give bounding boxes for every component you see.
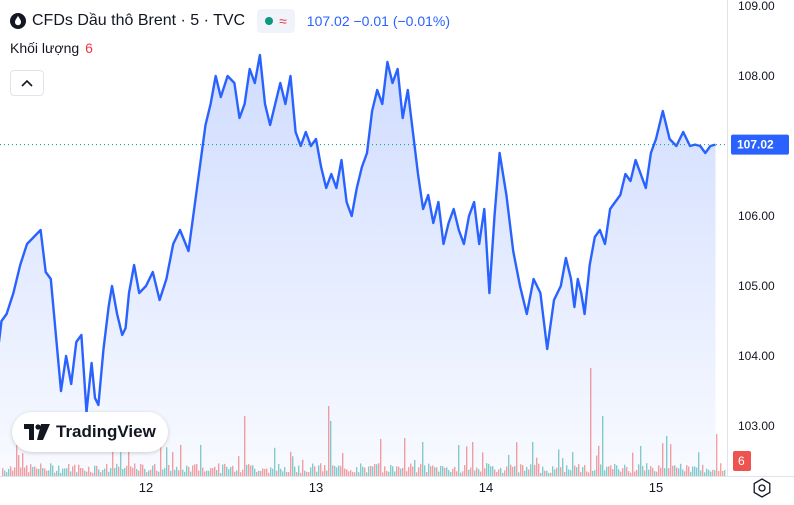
chart-header: CFDs Dầu thô Brent · 5 · TVC ≈ 107.02 −0… [10, 9, 451, 33]
last-price-badge [731, 134, 789, 155]
x-tick-label: 14 [479, 480, 493, 495]
y-tick-label: 103.00 [738, 419, 775, 433]
oil-drop-icon [10, 13, 26, 29]
x-tick-label: 12 [139, 480, 153, 495]
volume-bar [718, 471, 720, 476]
last-volume-badge [733, 451, 751, 471]
price-area [0, 55, 716, 476]
last-price-text: 107.02 [737, 138, 774, 152]
y-tick-label: 105.00 [738, 279, 775, 293]
last-volume-label: 6 [733, 451, 751, 471]
tradingview-wordmark: TradingView [56, 422, 156, 441]
grid [0, 0, 794, 477]
volume-bar [722, 470, 724, 476]
tradingview-mark-icon [24, 424, 50, 440]
volume-label: Khối lượng [10, 40, 80, 56]
collapse-button[interactable] [10, 70, 44, 96]
market-status-pill[interactable]: ≈ [257, 9, 295, 33]
y-axis: 103.00104.00105.00106.00107.00108.00109.… [738, 0, 775, 433]
price-line [0, 53, 716, 414]
chevron-up-icon [21, 79, 33, 87]
y-tick-label: 106.00 [738, 209, 775, 223]
last-volume-text: 6 [738, 454, 745, 468]
x-axis: 12 13 14 15 [139, 480, 663, 495]
market-open-dot-icon [265, 17, 274, 25]
y-tick-label: 108.00 [738, 69, 775, 83]
volume-value: 6 [85, 40, 93, 56]
volume-bar [720, 463, 722, 476]
volume-indicator-row[interactable]: Khối lượng 6 [10, 40, 93, 56]
x-tick-label: 13 [309, 480, 323, 495]
last-price-label: 107.02 [731, 134, 789, 155]
gear-icon[interactable] [752, 478, 772, 498]
tradingview-logo[interactable]: TradingView [12, 412, 168, 452]
approx-icon: ≈ [279, 13, 287, 29]
x-tick-label: 15 [649, 480, 663, 495]
y-tick-label: 104.00 [738, 349, 775, 363]
symbol-title[interactable]: CFDs Dầu thô Brent · 5 · TVC [32, 12, 246, 29]
volume-bar [716, 434, 718, 476]
volume-bar [724, 470, 726, 476]
y-tick-label: 109.00 [738, 0, 775, 13]
price-summary: 107.02 −0.01 (−0.01%) [306, 13, 451, 29]
